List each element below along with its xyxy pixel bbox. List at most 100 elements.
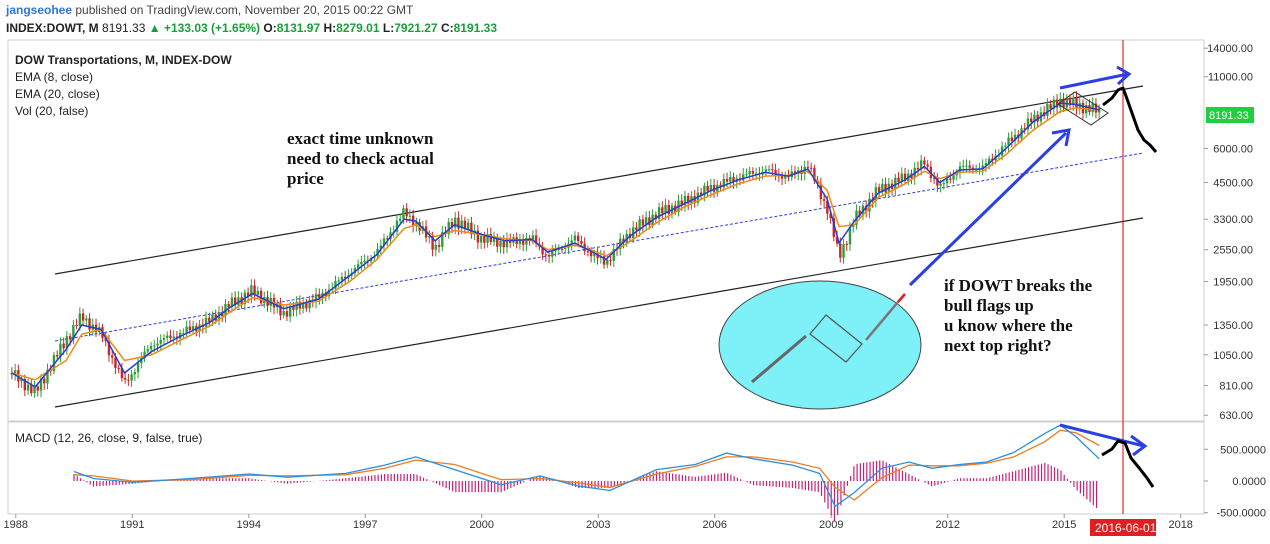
candle-body xyxy=(945,178,949,184)
candle-body xyxy=(143,351,146,359)
candle-body xyxy=(767,169,771,171)
candle-body xyxy=(554,249,557,252)
illustration-breakout xyxy=(865,301,899,341)
candle-body xyxy=(551,251,554,257)
candle-body xyxy=(340,276,344,281)
candle-body xyxy=(156,343,159,346)
candle-body xyxy=(819,183,823,200)
candle-body xyxy=(638,219,641,231)
candle-body xyxy=(699,192,703,196)
macd-axis: 500.0000 0.0000 -500.0000 xyxy=(1204,444,1266,520)
right-note-line-3: u know where the xyxy=(944,316,1073,335)
candle-body xyxy=(30,384,33,394)
candle-body xyxy=(842,244,845,258)
candle-body xyxy=(149,345,153,350)
candle-body xyxy=(544,254,548,256)
left-note-line-1: exact time unknown xyxy=(287,129,434,148)
top-arrow-macd-head xyxy=(1130,434,1148,457)
candle-body xyxy=(450,222,454,228)
candle-body xyxy=(1010,137,1013,141)
candle-body xyxy=(133,372,137,375)
candle-body xyxy=(62,343,65,349)
candle-body xyxy=(110,355,114,358)
publish-info: published on TradingView.com, November 2… xyxy=(75,3,414,17)
bull-flag-illustration xyxy=(718,280,922,410)
time-tick-label: 1991 xyxy=(120,519,144,531)
candle-body xyxy=(211,314,214,322)
change-arrow-icon: ▲ xyxy=(148,21,161,35)
candle-body xyxy=(169,335,172,338)
candle-body xyxy=(968,165,971,168)
candle-body xyxy=(130,374,133,381)
candle-body xyxy=(288,305,292,317)
candle-body xyxy=(107,340,111,356)
open-label: O: xyxy=(263,21,277,35)
candle-body xyxy=(806,166,810,168)
macd-signal-line xyxy=(73,429,1100,501)
candle-body xyxy=(722,178,725,188)
candle-body xyxy=(962,165,965,167)
candle-body xyxy=(191,326,195,330)
candle-body xyxy=(356,264,360,269)
candle-body xyxy=(360,261,363,265)
candle-body xyxy=(923,160,926,165)
candle-body xyxy=(470,222,473,235)
candle-body xyxy=(460,220,463,229)
candle-body xyxy=(622,238,625,243)
candle-body xyxy=(1007,137,1010,146)
time-tick-label: 2018 xyxy=(1168,519,1192,531)
candle-body xyxy=(784,175,787,179)
candle-body xyxy=(78,313,82,327)
candle-body xyxy=(182,332,185,334)
candle-body xyxy=(379,245,382,249)
price-tick-label: 6000.00 xyxy=(1213,143,1253,155)
candle-body xyxy=(754,173,758,175)
author-link[interactable]: jangseohee xyxy=(6,3,73,17)
candle-body xyxy=(334,281,337,289)
candle-body xyxy=(1013,134,1017,141)
candle-body xyxy=(496,236,499,247)
candle-body xyxy=(486,234,489,243)
price-tick-label: 1050.00 xyxy=(1213,350,1253,362)
candle-body xyxy=(745,174,748,176)
candle-body xyxy=(631,227,635,239)
candle-body xyxy=(635,227,638,231)
candle-body xyxy=(570,240,573,244)
price-axis: 14000.00 11000.00 6000.00 4500.00 3300.00 255… xyxy=(1204,43,1253,422)
candle-body xyxy=(949,178,952,180)
price-tick-label: 4500.00 xyxy=(1213,178,1253,190)
candle-body xyxy=(832,217,836,237)
candle-body xyxy=(17,370,20,382)
candle-body xyxy=(703,185,706,196)
price-tick-label: 630.00 xyxy=(1219,410,1253,422)
candle-body xyxy=(136,363,140,373)
candle-body xyxy=(492,236,496,242)
candle-body xyxy=(725,178,729,182)
candle-body xyxy=(751,171,755,174)
candle-body xyxy=(256,290,260,295)
candle-body xyxy=(816,180,819,184)
price-pane-frame xyxy=(7,39,1205,422)
time-tick-label: 1997 xyxy=(353,519,377,531)
price-tick-label: 1950.00 xyxy=(1213,276,1253,288)
candle-body xyxy=(23,378,27,391)
candle-body xyxy=(292,305,295,310)
candle-body xyxy=(117,367,120,369)
candle-body xyxy=(657,207,661,220)
high-label: H: xyxy=(323,21,337,35)
candle-body xyxy=(596,253,599,259)
candle-body xyxy=(771,169,774,171)
candle-body xyxy=(602,256,606,265)
candle-body xyxy=(641,219,645,226)
candle-body xyxy=(525,237,528,245)
candle-body xyxy=(903,173,907,181)
candle-body xyxy=(560,248,564,250)
candle-body xyxy=(881,183,884,192)
close-label: C: xyxy=(440,21,454,35)
time-tick-label: 2009 xyxy=(819,519,843,531)
candle-body xyxy=(528,237,531,240)
candle-body xyxy=(386,238,389,240)
candle-body xyxy=(1094,103,1098,113)
channel-upper-line xyxy=(54,85,1144,275)
